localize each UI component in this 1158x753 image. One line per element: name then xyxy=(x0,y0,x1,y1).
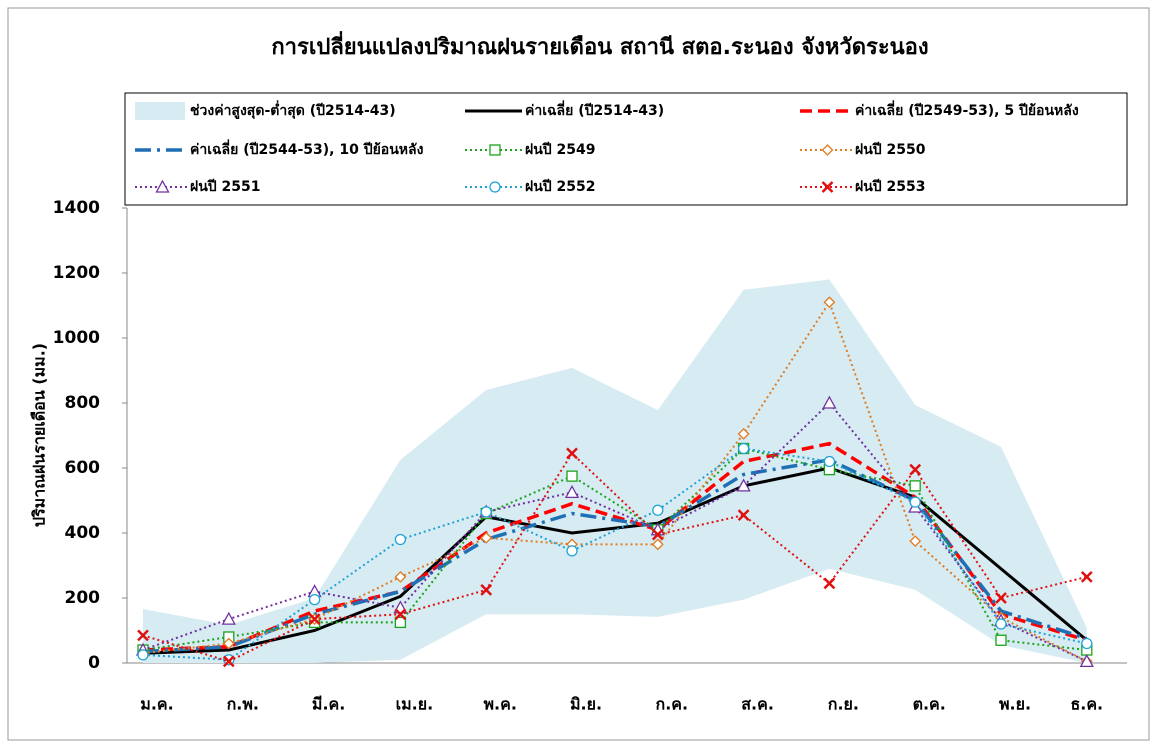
x-tick-label: ธ.ค. xyxy=(1070,695,1103,714)
legend-label: ฝนปี 2553 xyxy=(855,179,926,195)
x-tick-label: พ.ค. xyxy=(483,695,516,714)
marker xyxy=(564,485,580,499)
series-line xyxy=(142,401,1088,663)
marker xyxy=(308,613,321,626)
marker xyxy=(137,629,149,642)
marker xyxy=(823,296,836,309)
marker xyxy=(737,427,750,440)
legend-label: ค่าเฉลี่ย (ปี2549-53), 5 ปีย้อนหลัง xyxy=(855,100,1079,119)
x-tick-label: ส.ค. xyxy=(741,695,774,714)
series-line xyxy=(142,300,1088,663)
marker xyxy=(394,570,407,583)
legend-marker xyxy=(489,181,501,193)
marker xyxy=(308,593,321,606)
marker xyxy=(737,442,750,455)
marker xyxy=(394,533,407,546)
y-tick-label: 600 xyxy=(65,458,101,478)
marker xyxy=(1079,654,1094,668)
marker xyxy=(480,583,493,596)
marker xyxy=(909,463,922,476)
marker xyxy=(822,395,837,409)
marker xyxy=(651,538,664,551)
marker xyxy=(651,528,664,541)
x-tick-label: ต.ค. xyxy=(913,695,946,714)
marker xyxy=(1081,637,1093,650)
chart-title: การเปลี่ยนแปลงปริมาณฝนรายเดือน สถานี สตอ… xyxy=(271,30,928,60)
marker xyxy=(995,618,1007,630)
y-tick-label: 1000 xyxy=(53,328,100,348)
series-line xyxy=(142,458,1088,654)
x-tick-label: มี.ค. xyxy=(312,695,345,714)
marker xyxy=(394,616,407,629)
legend-label: ค่าเฉลี่ย (ปี2514-43) xyxy=(525,100,664,119)
legend-label: ฝนปี 2549 xyxy=(525,142,596,158)
y-tick-label: 0 xyxy=(88,653,100,673)
legend-label: ฝนปี 2550 xyxy=(855,142,926,158)
marker xyxy=(995,634,1007,646)
marker xyxy=(221,611,236,625)
marker xyxy=(909,480,921,492)
marker xyxy=(909,496,921,508)
series-line xyxy=(142,451,1088,663)
marker xyxy=(823,455,836,468)
marker xyxy=(737,509,750,522)
y-tick-label: 800 xyxy=(65,393,101,413)
y-tick-label: 1200 xyxy=(53,263,100,283)
marker xyxy=(137,649,149,661)
x-tick-label: เม.ย. xyxy=(396,695,434,714)
legend-marker xyxy=(489,144,501,156)
marker xyxy=(480,506,492,518)
legend-marker xyxy=(821,144,834,156)
marker xyxy=(566,470,578,482)
legend-label: ค่าเฉลี่ย (ปี2544-53), 10 ปีย้อนหลัง xyxy=(190,139,424,158)
marker xyxy=(394,608,407,621)
x-tick-label: ก.ย. xyxy=(828,695,859,714)
marker xyxy=(652,504,664,516)
legend-label: ฝนปี 2552 xyxy=(525,179,596,195)
y-tick-label: 1400 xyxy=(53,198,100,218)
y-tick-label: 400 xyxy=(65,523,101,543)
x-tick-label: ก.ค. xyxy=(656,695,689,714)
legend-marker xyxy=(821,181,834,193)
marker xyxy=(909,535,922,548)
legend-label: ฝนปี 2551 xyxy=(190,179,261,195)
legend-swatch xyxy=(135,102,185,120)
marker xyxy=(480,531,493,544)
marker xyxy=(222,637,235,650)
series-line xyxy=(142,466,1088,655)
x-tick-label: ม.ค. xyxy=(140,695,173,714)
y-axis-label: ปริมาณฝนรายเดือน (มม.) xyxy=(30,343,49,527)
marker xyxy=(736,478,751,492)
marker xyxy=(995,592,1007,604)
legend-box xyxy=(124,92,1128,206)
marker xyxy=(1080,570,1093,583)
marker xyxy=(566,447,578,460)
marker xyxy=(566,545,578,557)
range-band xyxy=(143,279,1087,663)
x-tick-label: ก.พ. xyxy=(227,695,259,714)
x-tick-label: พ.ย. xyxy=(999,695,1031,714)
legend-marker xyxy=(155,179,170,193)
y-tick-label: 200 xyxy=(65,588,101,608)
marker xyxy=(823,577,836,590)
series-line xyxy=(142,447,1087,651)
x-tick-label: มิ.ย. xyxy=(570,695,602,714)
marker xyxy=(222,655,235,668)
legend-label: ช่วงค่าสูงสุด-ต่ำสุด (ปี2514-43) xyxy=(190,100,396,119)
